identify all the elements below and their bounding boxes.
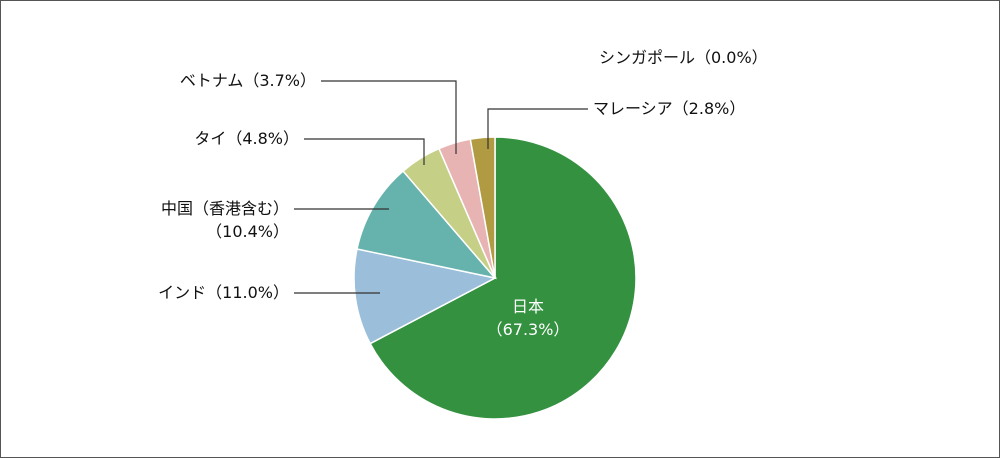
pie-slice-china bbox=[356, 170, 498, 280]
pie-slices bbox=[353, 136, 637, 420]
pie-slice-malaysia bbox=[469, 136, 496, 279]
slice-label-vietnam: ベトナム（3.7%） bbox=[180, 71, 316, 90]
slice-label-china: 中国（香港含む） bbox=[161, 199, 289, 218]
slice-label-singapore: シンガポール（0.0%） bbox=[599, 48, 768, 67]
pie-slice-japan bbox=[369, 136, 637, 420]
leader-line-malaysia bbox=[487, 108, 588, 149]
slice-label-japan: 日本 bbox=[512, 297, 544, 316]
slice-label-malaysia: マレーシア（2.8%） bbox=[593, 99, 745, 118]
slice-label-india: インド（11.0%） bbox=[158, 283, 289, 302]
slice-label-thailand: タイ（4.8%） bbox=[194, 129, 299, 148]
slice-value-china: （10.4%） bbox=[206, 222, 289, 241]
slice-value-japan: （67.3%） bbox=[487, 320, 570, 339]
leader-line-thailand bbox=[304, 138, 425, 165]
pie-slice-india bbox=[353, 248, 498, 345]
leader-line-vietnam bbox=[321, 80, 457, 154]
